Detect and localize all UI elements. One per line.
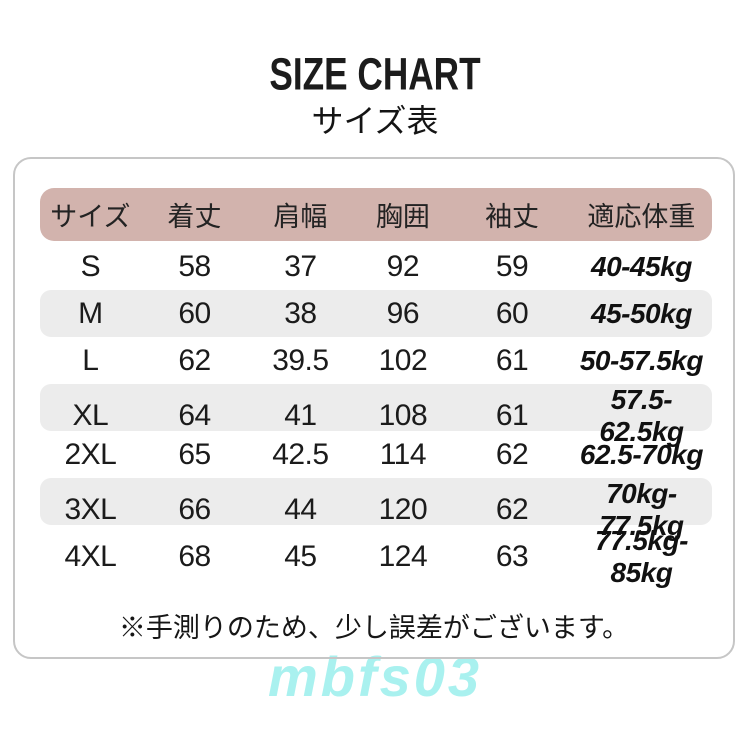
table-row-xl: XL 64 41 108 61 57.5-62.5kg — [40, 384, 712, 447]
table-row-2xl: 2XL 65 42.5 114 62 62.5-70kg — [40, 431, 712, 478]
column-header-weight: 適応体重 — [587, 202, 696, 232]
cell-sleeve: 62 — [495, 437, 529, 471]
cell-length: 62 — [178, 343, 211, 377]
page-title-text: SIZE CHART — [269, 49, 481, 100]
cell-weight: 62.5-70kg — [579, 438, 704, 470]
cell-sleeve: 61 — [495, 399, 529, 432]
cell-chest: 92 — [386, 249, 420, 283]
cell-shoulder: 41 — [284, 399, 317, 432]
cell-length: 60 — [178, 296, 211, 330]
cell-chest: 96 — [386, 296, 420, 330]
cell-sleeve: 60 — [495, 296, 529, 330]
cell-shoulder: 37 — [284, 249, 317, 283]
cell-chest: 102 — [378, 343, 428, 377]
cell-size: L — [82, 343, 99, 377]
cell-length: 66 — [178, 493, 211, 526]
cell-weight: 70kg-77.5kg — [599, 478, 684, 541]
cell-shoulder: 38 — [284, 296, 317, 330]
table-row-s: S 58 37 92 59 40-45kg — [40, 243, 712, 290]
table-row-l: L 62 39.5 102 61 50-57.5kg — [40, 337, 712, 384]
cell-chest: 124 — [378, 540, 428, 573]
cell-shoulder: 44 — [284, 493, 317, 526]
table-body: S 58 37 92 59 40-45kg M 60 38 96 60 45-5… — [40, 243, 712, 588]
cell-length: 65 — [178, 437, 211, 471]
table-row-m: M 60 38 96 60 45-50kg — [40, 290, 712, 337]
cell-size: 2XL — [64, 437, 117, 471]
cell-weight: 40-45kg — [591, 250, 692, 282]
page-title: SIZE CHART — [0, 49, 750, 100]
column-header-sleeve: 袖丈 — [485, 202, 540, 232]
cell-shoulder: 42.5 — [272, 437, 329, 471]
cell-chest: 114 — [379, 437, 427, 471]
cell-weight: 50-57.5kg — [579, 344, 704, 376]
cell-sleeve: 61 — [495, 343, 529, 377]
watermark: mbfs03 — [267, 645, 483, 708]
cell-size: S — [80, 249, 101, 283]
cell-weight: 57.5-62.5kg — [599, 384, 684, 447]
cell-shoulder: 39.5 — [272, 343, 329, 377]
cell-weight: 45-50kg — [591, 297, 692, 329]
cell-chest: 108 — [378, 399, 428, 432]
cell-chest: 120 — [378, 493, 428, 526]
cell-size: M — [78, 296, 103, 330]
cell-sleeve: 62 — [495, 493, 529, 526]
column-header-chest: 胸囲 — [375, 202, 430, 232]
column-header-shoulder: 肩幅 — [273, 202, 328, 232]
measurement-note: ※手測りのため、少し誤差がございます。 — [118, 613, 630, 643]
cell-sleeve: 59 — [495, 249, 529, 283]
column-header-size: サイズ — [50, 202, 131, 232]
cell-size: 4XL — [64, 540, 117, 573]
column-header-length: 着丈 — [167, 202, 222, 232]
table-header-row: サイズ 着丈 肩幅 胸囲 袖丈 適応体重 — [40, 188, 712, 241]
cell-length: 58 — [178, 249, 211, 283]
cell-weight: 77.5kg-85kg — [594, 525, 689, 588]
cell-size: XL — [72, 399, 109, 432]
page-subtitle: サイズ表 — [311, 103, 439, 139]
table-row-4xl: 4XL 68 45 124 63 77.5kg-85kg — [40, 525, 712, 588]
cell-size: 3XL — [64, 493, 117, 526]
cell-length: 64 — [178, 399, 211, 432]
cell-shoulder: 45 — [284, 540, 317, 573]
cell-sleeve: 63 — [495, 540, 529, 573]
table-row-3xl: 3XL 66 44 120 62 70kg-77.5kg — [40, 478, 712, 541]
cell-length: 68 — [178, 540, 211, 573]
size-table-card: サイズ 着丈 肩幅 胸囲 袖丈 適応体重 S 58 37 92 59 40-45… — [13, 157, 735, 659]
